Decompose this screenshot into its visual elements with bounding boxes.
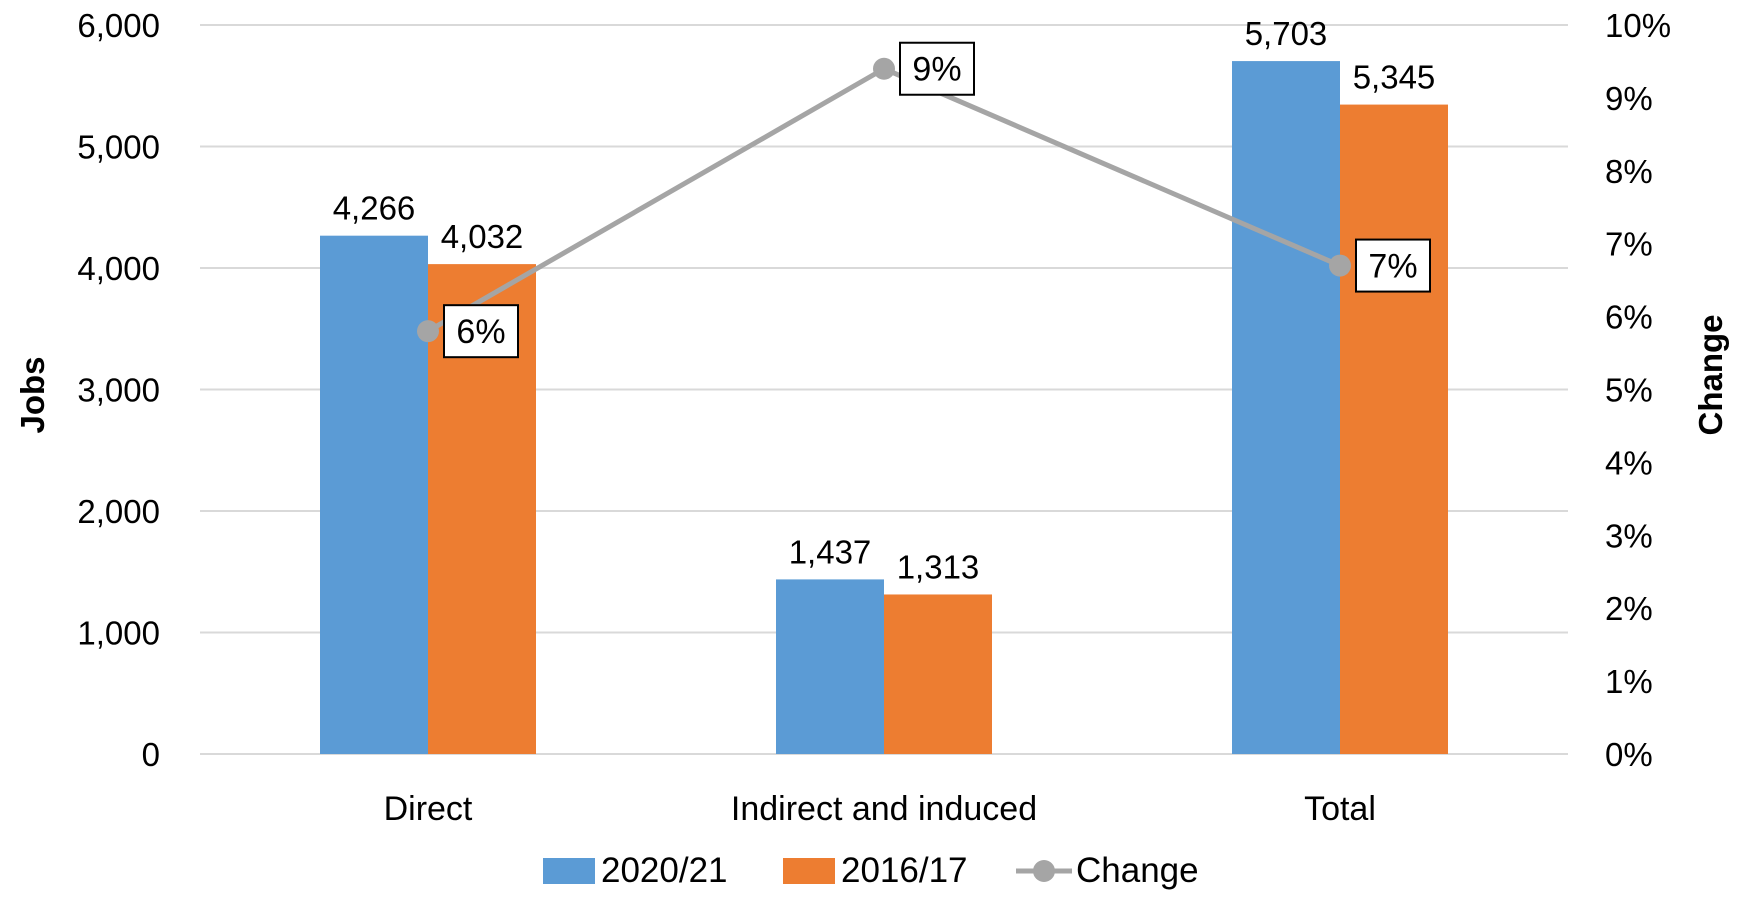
legend-label: Change xyxy=(1076,851,1199,890)
x-tick-label: Total xyxy=(1304,790,1376,828)
bars xyxy=(320,61,1448,754)
y-tick-label: 5,000 xyxy=(77,129,160,166)
change-point xyxy=(873,57,895,80)
data-labels: 4,266 4,032 1,437 1,313 5,703 5,345 6% 9% 7% xyxy=(333,15,1436,585)
legend-label: 2016/17 xyxy=(841,851,968,890)
x-tick-label: Indirect and induced xyxy=(731,790,1037,828)
bar-value-label: 4,032 xyxy=(441,218,524,255)
legend-swatch xyxy=(543,858,595,884)
change-label-box xyxy=(899,41,975,96)
change-value-callout: 6% xyxy=(443,304,519,359)
change-value-callout: 7% xyxy=(1355,238,1431,293)
change-label-box xyxy=(443,304,519,359)
change-line-path xyxy=(426,65,1341,334)
legend-swatch xyxy=(783,858,835,884)
bar xyxy=(320,235,428,754)
y-tick-label: 4,000 xyxy=(77,250,160,287)
bar xyxy=(1232,61,1340,754)
y2-tick-label: 6% xyxy=(1605,299,1653,336)
y2-tick-label: 10% xyxy=(1605,7,1671,44)
y2-tick-label: 1% xyxy=(1605,663,1653,700)
axes: Jobs Change 0 1,000 2,000 3,000 4,000 5,000 6,… xyxy=(14,7,1729,828)
bar xyxy=(1340,104,1448,754)
bar-value-label: 5,703 xyxy=(1245,15,1328,52)
legend-line-marker xyxy=(1033,860,1055,882)
y2-tick-label: 7% xyxy=(1605,226,1653,263)
y-tick-label: 1,000 xyxy=(77,615,160,652)
bar-value-label: 5,345 xyxy=(1353,59,1436,96)
change-label-box xyxy=(1355,238,1431,293)
y-tick-label: 6,000 xyxy=(77,7,160,44)
change-value-callout: 9% xyxy=(899,41,975,96)
y-axis-title: Jobs xyxy=(14,356,51,433)
y2-tick-label: 0% xyxy=(1605,736,1653,773)
legend-label: 2020/21 xyxy=(601,851,728,890)
x-tick-label: Direct xyxy=(384,790,473,828)
change-point xyxy=(1329,254,1351,277)
change-label: 9% xyxy=(912,51,961,89)
y2-tick-label: 4% xyxy=(1605,444,1653,481)
y2-tick-label: 8% xyxy=(1605,153,1653,190)
y-tick-label: 3,000 xyxy=(77,372,160,409)
y-tick-label: 0 xyxy=(142,736,160,773)
y-tick-label: 2,000 xyxy=(77,493,160,530)
y2-axis-title: Change xyxy=(1692,314,1729,435)
change-label: 7% xyxy=(1368,248,1417,286)
y2-tick-label: 2% xyxy=(1605,590,1653,627)
change-line xyxy=(417,57,1351,343)
change-point xyxy=(417,320,439,343)
bar-value-label: 1,313 xyxy=(897,548,980,585)
legend: 2020/21 2016/17 Change xyxy=(543,851,1199,890)
bar-value-label: 4,266 xyxy=(333,190,416,227)
y2-tick-label: 9% xyxy=(1605,80,1653,117)
bar-value-label: 1,437 xyxy=(789,533,872,570)
bar xyxy=(776,579,884,754)
bar xyxy=(884,594,992,754)
y2-tick-label: 5% xyxy=(1605,372,1653,409)
y2-tick-label: 3% xyxy=(1605,517,1653,554)
change-label: 6% xyxy=(456,313,505,351)
